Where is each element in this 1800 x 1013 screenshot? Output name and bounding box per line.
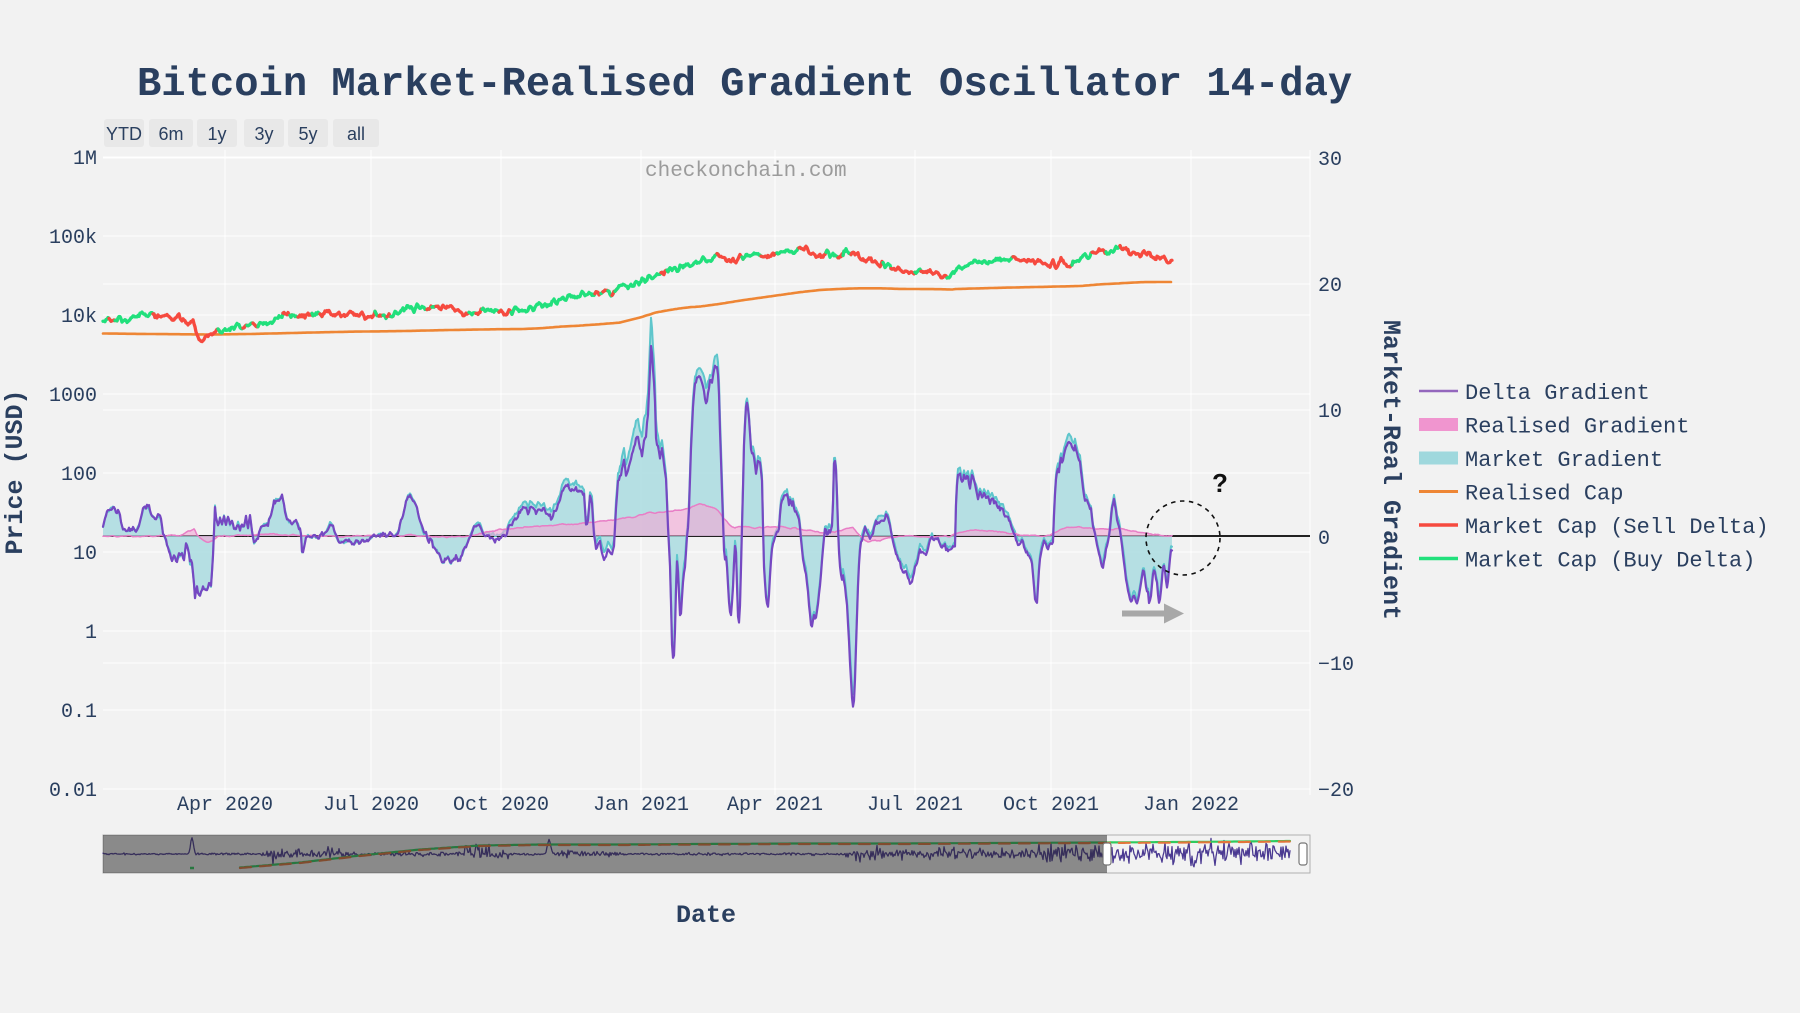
svg-text:Market Cap (Sell Delta): Market Cap (Sell Delta) xyxy=(1465,515,1769,540)
svg-text:1M: 1M xyxy=(73,148,97,171)
svg-text:Oct 2020: Oct 2020 xyxy=(453,794,549,817)
svg-text:Market Gradient: Market Gradient xyxy=(1465,448,1663,473)
svg-text:10: 10 xyxy=(73,543,97,566)
svg-text:30: 30 xyxy=(1318,149,1342,172)
svg-text:YTD: YTD xyxy=(106,124,142,144)
svg-text:Apr 2021: Apr 2021 xyxy=(727,794,823,817)
svg-text:Price (USD): Price (USD) xyxy=(1,389,30,554)
svg-text:−20: −20 xyxy=(1318,780,1354,803)
svg-text:Apr 2020: Apr 2020 xyxy=(177,794,273,817)
svg-text:all: all xyxy=(347,124,365,144)
svg-text:Jul 2020: Jul 2020 xyxy=(323,794,419,817)
svg-text:100: 100 xyxy=(61,464,97,487)
svg-text:1: 1 xyxy=(85,622,97,645)
svg-text:Oct 2021: Oct 2021 xyxy=(1003,794,1099,817)
svg-text:1y: 1y xyxy=(207,124,226,144)
svg-text:Realised Gradient: Realised Gradient xyxy=(1465,415,1689,440)
svg-text:Market Cap (Buy Delta): Market Cap (Buy Delta) xyxy=(1465,549,1755,574)
svg-text:checkonchain.com: checkonchain.com xyxy=(645,160,847,183)
svg-text:3y: 3y xyxy=(254,124,273,144)
svg-text:Date: Date xyxy=(676,901,736,930)
svg-text:?: ? xyxy=(1212,468,1228,498)
svg-text:Delta Gradient: Delta Gradient xyxy=(1465,381,1650,406)
svg-text:10: 10 xyxy=(1318,401,1342,424)
svg-text:6m: 6m xyxy=(158,124,183,144)
svg-text:1000: 1000 xyxy=(49,385,97,408)
svg-text:−10: −10 xyxy=(1318,654,1354,677)
svg-text:0.01: 0.01 xyxy=(49,780,97,803)
svg-text:20: 20 xyxy=(1318,275,1342,298)
svg-text:100k: 100k xyxy=(49,227,97,250)
svg-text:Jan 2022: Jan 2022 xyxy=(1143,794,1239,817)
svg-text:Market-Real Gradient: Market-Real Gradient xyxy=(1376,320,1405,620)
svg-text:0.1: 0.1 xyxy=(61,701,97,724)
svg-text:10k: 10k xyxy=(61,306,97,329)
svg-text:5y: 5y xyxy=(298,124,317,144)
svg-text:Bitcoin Market-Realised Gradie: Bitcoin Market-Realised Gradient Oscilla… xyxy=(137,62,1352,108)
svg-text:0: 0 xyxy=(1318,528,1330,551)
svg-text:Realised Cap: Realised Cap xyxy=(1465,482,1623,507)
svg-text:Jan 2021: Jan 2021 xyxy=(593,794,689,817)
svg-text:Jul 2021: Jul 2021 xyxy=(867,794,963,817)
